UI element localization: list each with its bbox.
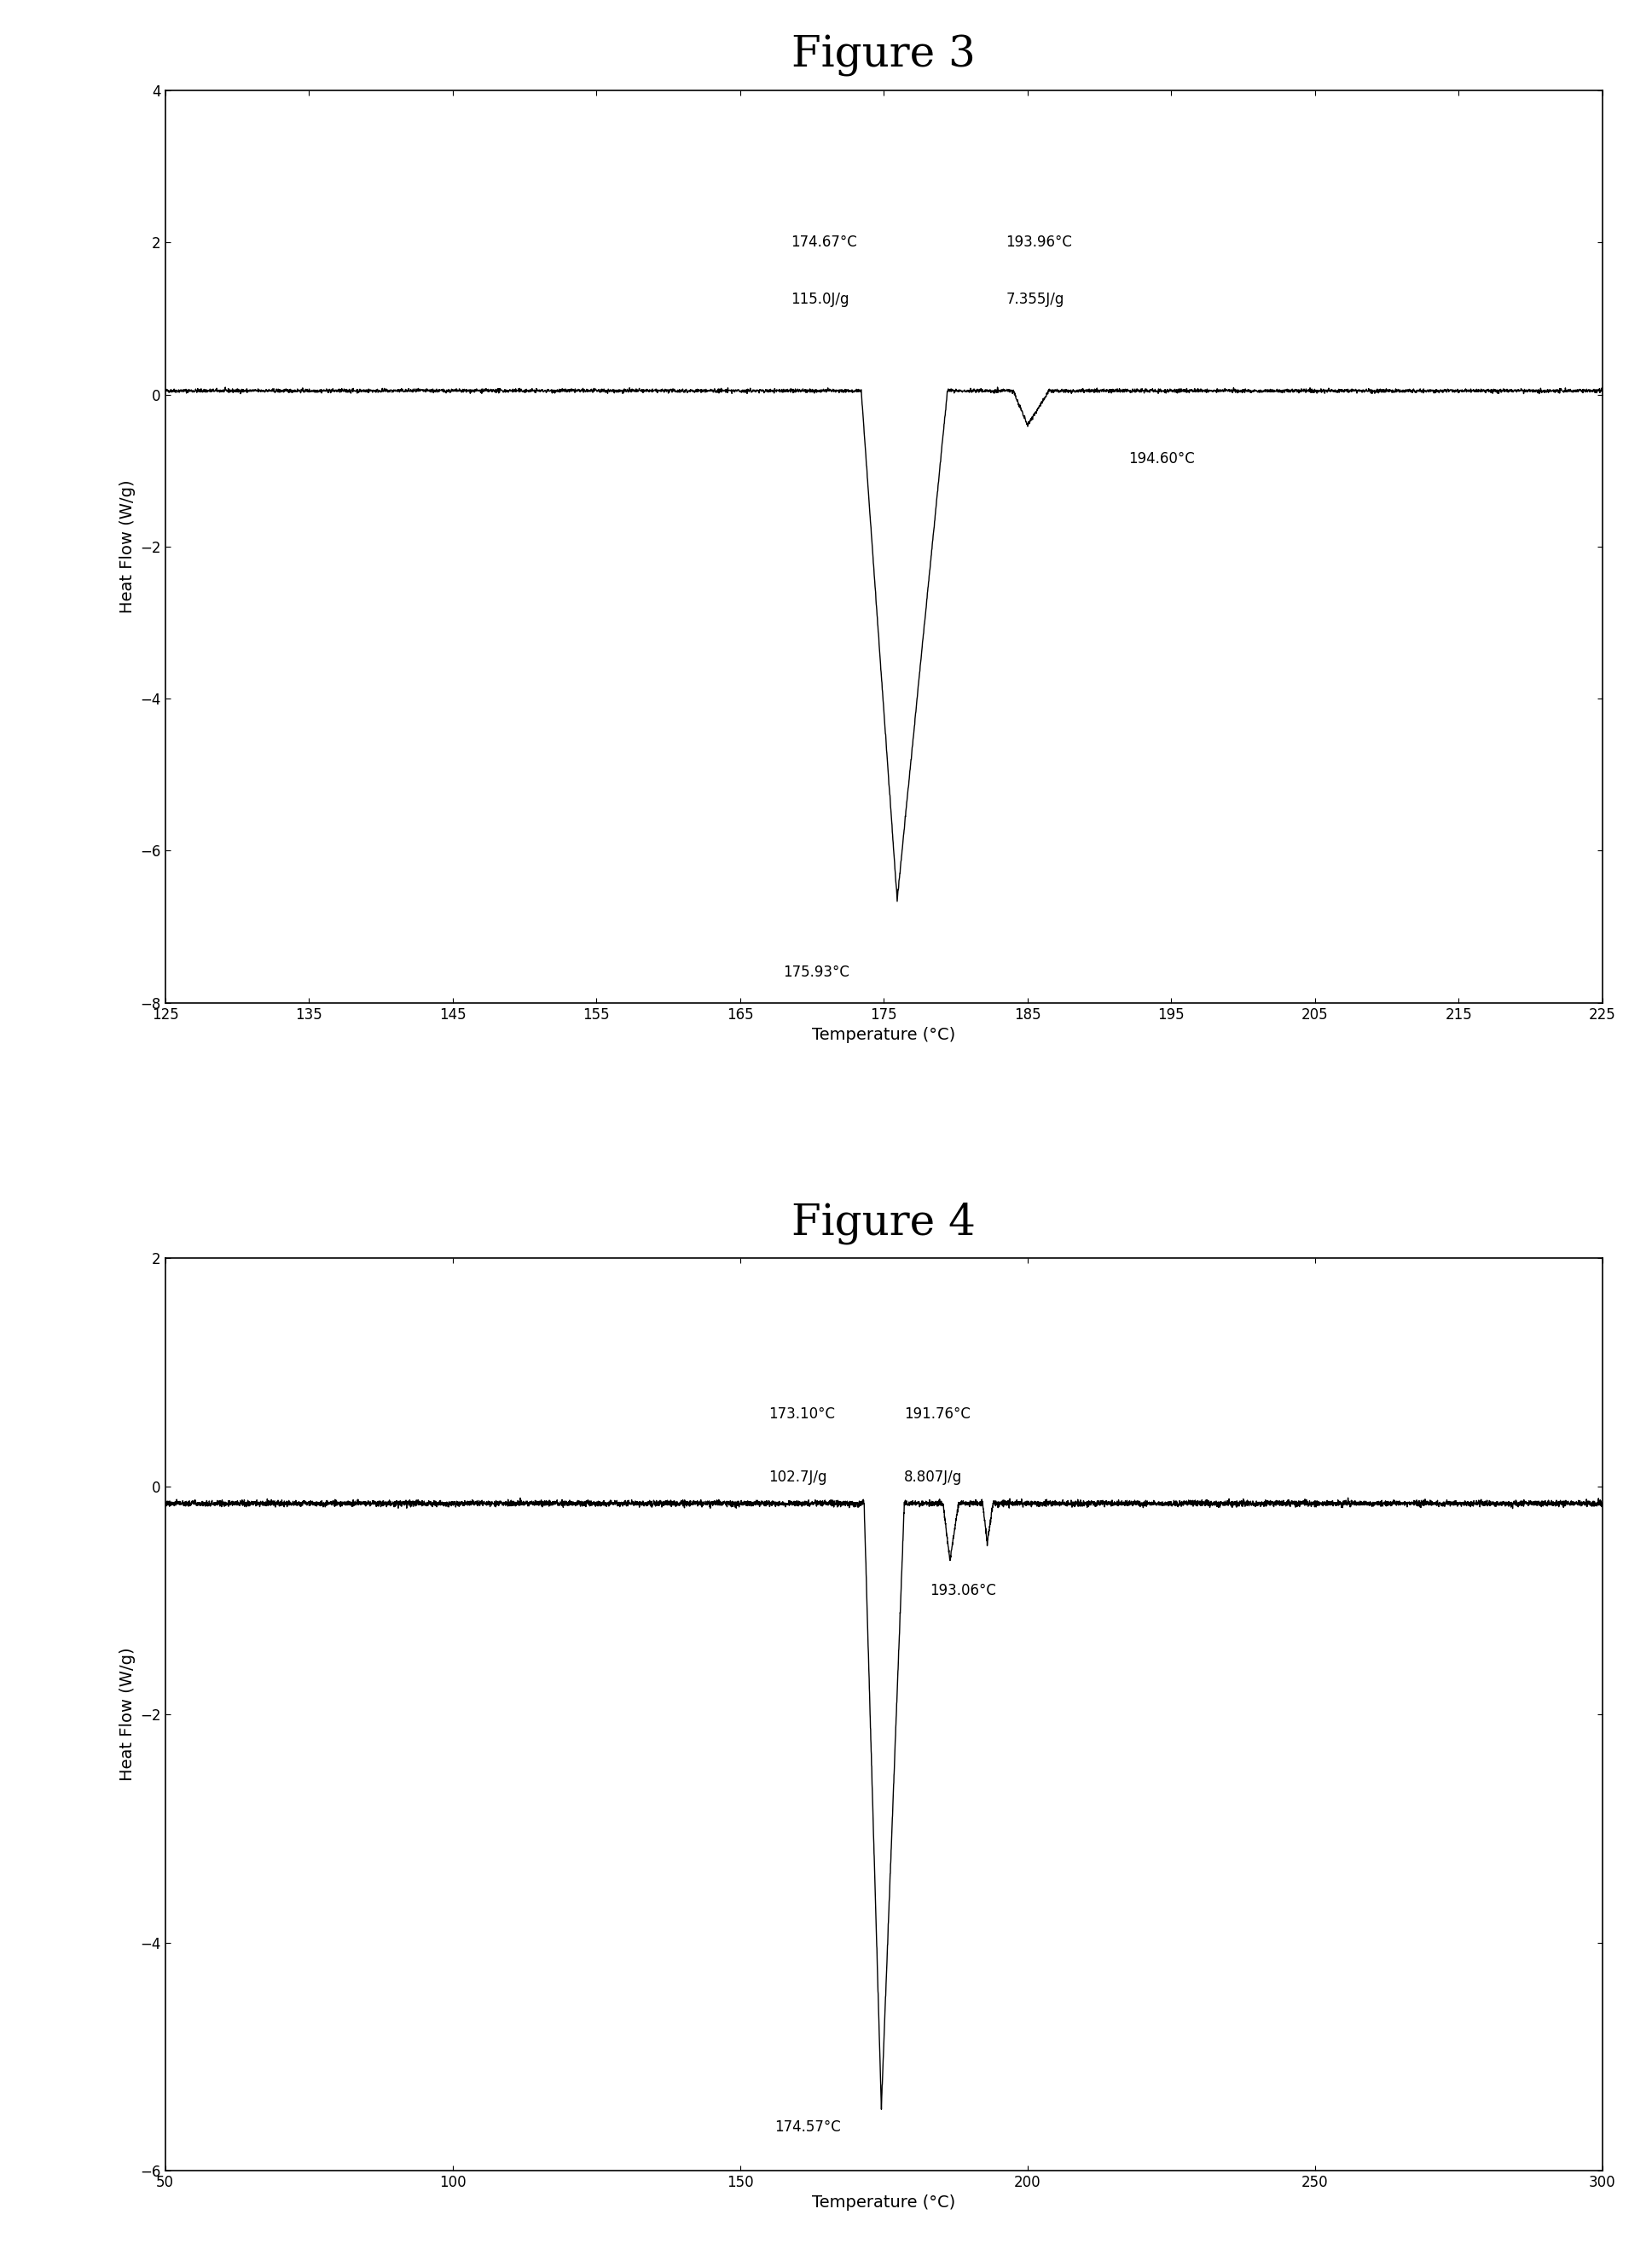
Text: 194.60°C: 194.60°C [1128,452,1194,468]
X-axis label: Temperature (°C): Temperature (°C) [813,2195,955,2211]
Text: 174.67°C: 174.67°C [790,235,857,251]
X-axis label: Temperature (°C): Temperature (°C) [813,1026,955,1042]
Title: Figure 3: Figure 3 [791,34,976,77]
Text: 8.807J/g: 8.807J/g [904,1470,961,1485]
Text: 191.76°C: 191.76°C [904,1406,970,1422]
Text: 174.57°C: 174.57°C [775,2119,841,2134]
Text: 193.06°C: 193.06°C [930,1583,996,1599]
Title: Figure 4: Figure 4 [791,1203,976,1244]
Text: 115.0J/g: 115.0J/g [790,292,849,307]
Text: 193.96°C: 193.96°C [1006,235,1072,251]
Text: 173.10°C: 173.10°C [768,1406,836,1422]
Text: 102.7J/g: 102.7J/g [768,1470,828,1485]
Text: 175.93°C: 175.93°C [783,965,849,979]
Y-axis label: Heat Flow (W/g): Heat Flow (W/g) [119,479,135,613]
Text: 7.355J/g: 7.355J/g [1006,292,1064,307]
Y-axis label: Heat Flow (W/g): Heat Flow (W/g) [119,1648,135,1782]
